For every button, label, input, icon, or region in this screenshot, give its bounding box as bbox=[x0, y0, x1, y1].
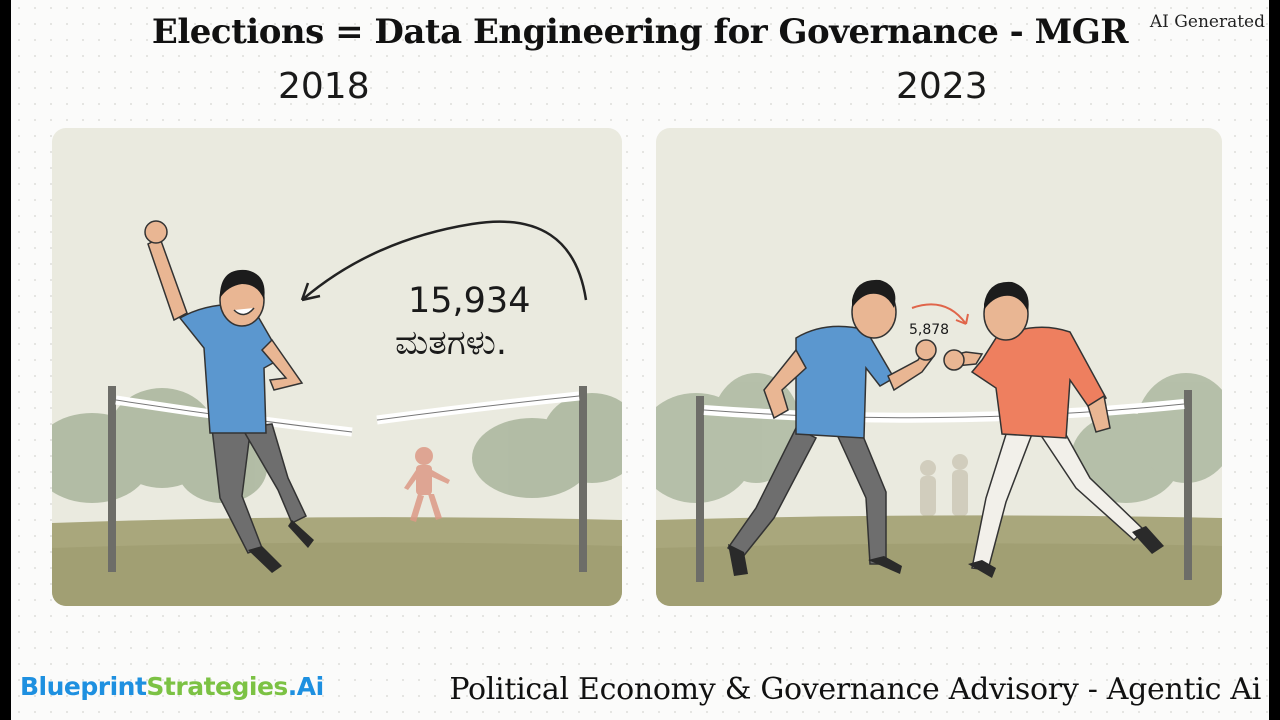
panel-2018-illustration: 15,934 ಮತಗಳು. bbox=[52, 128, 622, 606]
footer-tagline: Political Economy & Governance Advisory … bbox=[449, 672, 1261, 707]
blueprint-strategies-logo: BlueprintStrategies.Ai bbox=[20, 672, 324, 701]
margin-number-2023: 5,878 bbox=[909, 322, 949, 338]
page-title: Elections = Data Engineering for Governa… bbox=[151, 12, 1129, 52]
year-2023-label: 2023 bbox=[896, 66, 988, 107]
slide: Elections = Data Engineering for Governa… bbox=[11, 0, 1269, 720]
panel-2023-illustration: 5,878 bbox=[656, 128, 1222, 606]
year-2018-label: 2018 bbox=[278, 66, 370, 107]
ai-generated-badge: AI Generated bbox=[1149, 12, 1265, 32]
margin-number-2018: 15,934 bbox=[408, 281, 530, 321]
margin-votes-text: ಮತಗಳು. bbox=[395, 323, 507, 363]
